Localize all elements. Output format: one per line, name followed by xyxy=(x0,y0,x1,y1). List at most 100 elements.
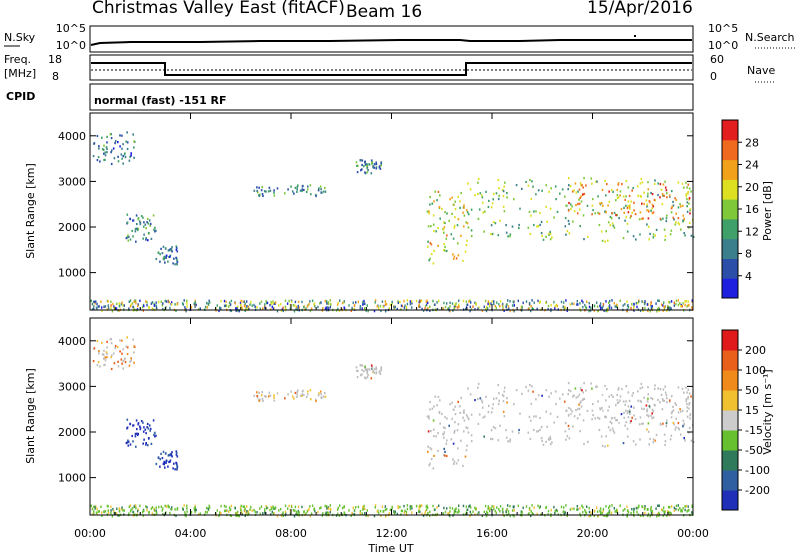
power-echo-cell xyxy=(126,147,129,151)
velocity-echo-cell xyxy=(628,399,631,402)
velocity-echo-cell xyxy=(568,427,570,430)
velocity-near-range-cell xyxy=(537,504,539,508)
power-echo-cell xyxy=(518,223,520,227)
power-echo-cell xyxy=(444,249,446,252)
velocity-echo-cell xyxy=(296,393,298,396)
velocity-near-range-cell xyxy=(635,506,638,510)
velocity-near-range-cell xyxy=(418,508,420,512)
velocity-near-range-cell xyxy=(505,510,507,513)
velocity-echo-cell xyxy=(632,392,634,395)
power-near-range-cell xyxy=(602,303,605,306)
velocity-echo-cell xyxy=(541,394,543,397)
power-echo-cell xyxy=(578,202,581,205)
power-echo-cell xyxy=(525,180,527,184)
velocity-echo-cell xyxy=(127,439,129,442)
power-echo-cell xyxy=(582,186,584,189)
power-echo-cell xyxy=(627,211,630,214)
power-echo-cell xyxy=(297,184,299,187)
velocity-near-range-cell xyxy=(246,510,248,513)
velocity-near-range-cell xyxy=(103,510,105,514)
velocity-near-range-cell xyxy=(320,506,322,509)
power-echo-cell xyxy=(605,230,607,233)
velocity-echo-cell xyxy=(643,407,645,411)
velocity-echo-cell xyxy=(148,424,151,427)
velocity-echo-cell xyxy=(633,414,635,417)
velocity-near-range-cell xyxy=(582,510,584,514)
velocity-echo-cell xyxy=(104,363,106,366)
velocity-near-range-cell xyxy=(449,506,451,510)
velocity-near-range-cell xyxy=(453,512,455,515)
velocity-echo-cell xyxy=(622,442,625,445)
velocity-echo-cell xyxy=(474,399,476,402)
velocity-near-range-cell xyxy=(630,511,632,515)
velocity-near-range-cell xyxy=(365,514,367,517)
power-near-range-cell xyxy=(415,299,418,303)
velocity-echo-cell xyxy=(457,400,459,403)
power-near-range-cell xyxy=(303,305,305,309)
power-near-range-cell xyxy=(186,302,188,305)
velocity-echo-cell xyxy=(297,389,299,392)
velocity-echo-cell xyxy=(432,419,435,422)
power-near-range-cell xyxy=(426,299,428,302)
velocity-echo-cell xyxy=(135,445,137,448)
power-echo-cell xyxy=(683,186,685,189)
power-near-range-cell xyxy=(282,306,284,309)
power-echo-cell xyxy=(621,183,623,186)
velocity-near-range-cell xyxy=(596,510,599,513)
power-near-range-cell xyxy=(246,305,248,308)
power-near-range-cell xyxy=(150,302,153,305)
power-near-range-cell xyxy=(434,303,436,306)
power-echo-cell xyxy=(503,210,506,213)
velocity-near-range-cell xyxy=(385,507,388,511)
power-near-range-cell xyxy=(363,299,365,303)
power-near-range-cell xyxy=(389,303,392,307)
power-near-range-cell xyxy=(288,299,290,303)
power-echo-cell xyxy=(284,192,286,195)
power-near-range-cell xyxy=(250,300,252,304)
velocity-near-range-cell xyxy=(429,510,431,514)
velocity-near-range-cell xyxy=(337,512,339,516)
velocity-near-range-cell xyxy=(120,507,123,511)
power-near-range-cell xyxy=(301,300,303,304)
velocity-near-range-cell xyxy=(646,508,649,511)
velocity-echo-cell xyxy=(253,394,256,397)
power-echo-cell xyxy=(380,164,382,167)
power-echo-cell xyxy=(502,190,505,193)
velocity-echo-cell xyxy=(532,390,534,393)
velocity-near-range-cell xyxy=(153,508,156,512)
power-near-range-cell xyxy=(245,307,247,310)
power-echo-cell xyxy=(616,214,618,217)
power-near-range-cell xyxy=(562,305,564,309)
velocity-near-range-cell xyxy=(118,509,121,513)
velocity-near-range-cell xyxy=(427,506,429,509)
power-near-range-cell xyxy=(448,307,450,310)
velocity-echo-cell xyxy=(619,399,621,402)
power-echo-cell xyxy=(98,145,100,148)
velocity-echo-cell xyxy=(459,411,461,414)
power-echo-cell xyxy=(427,245,429,248)
power-near-range-cell xyxy=(106,299,109,303)
power-near-range-cell xyxy=(118,302,120,305)
power-near-range-cell xyxy=(455,305,457,309)
power-near-range-cell xyxy=(403,299,405,303)
power-echo-cell xyxy=(273,194,276,197)
power-near-range-cell xyxy=(579,309,582,312)
power-near-range-cell xyxy=(364,302,366,306)
velocity-near-range-cell xyxy=(186,504,188,508)
power-near-range-cell xyxy=(396,307,398,311)
velocity-echo-cell xyxy=(497,402,500,406)
velocity-near-range-cell xyxy=(499,505,502,508)
power-echo-cell xyxy=(485,190,487,193)
velocity-echo-cell xyxy=(307,390,309,393)
velocity-echo-cell xyxy=(467,418,470,421)
power-echo-cell xyxy=(454,208,457,211)
power-echo-cell xyxy=(146,217,149,221)
velocity-near-range-cell xyxy=(134,504,137,507)
velocity-near-range-cell xyxy=(615,510,618,514)
velocity-echo-cell xyxy=(276,392,279,395)
power-near-range-cell xyxy=(220,307,222,310)
power-echo-cell xyxy=(125,140,127,143)
velocity-echo-cell xyxy=(616,399,619,402)
velocity-echo-cell xyxy=(450,438,453,441)
velocity-echo-cell xyxy=(106,346,108,349)
